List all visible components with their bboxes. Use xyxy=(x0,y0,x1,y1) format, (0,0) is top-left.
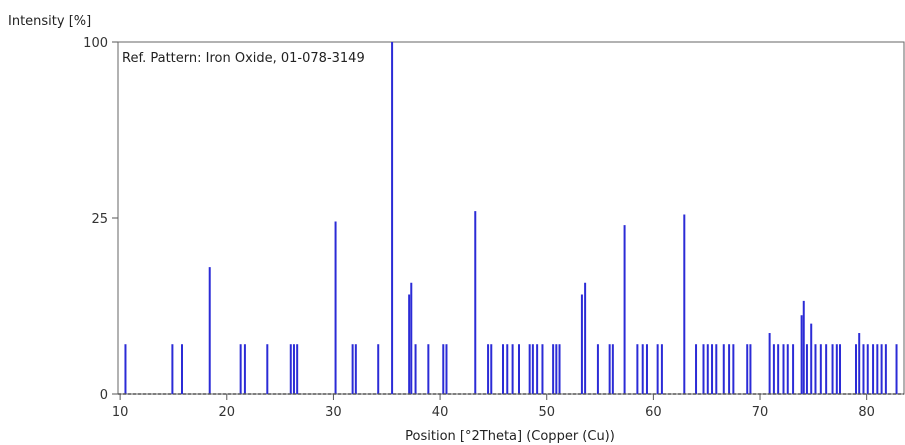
x-tick-label: 60 xyxy=(645,405,662,420)
x-tick-label: 50 xyxy=(538,405,555,420)
x-tick-label: 30 xyxy=(325,405,342,420)
x-tick-label: 70 xyxy=(752,405,769,420)
x-tick-label: 40 xyxy=(432,405,449,420)
y-tick-label: 100 xyxy=(83,36,108,51)
x-tick-label: 10 xyxy=(112,405,129,420)
peak-lines xyxy=(124,42,898,394)
y-tick-label: 25 xyxy=(91,212,108,227)
x-tick-label: 80 xyxy=(858,405,875,420)
x-axis-title: Position [°2Theta] (Copper (Cu)) xyxy=(405,429,615,444)
x-axis-ticks: 10 20 30 40 50 60 70 80 xyxy=(112,394,875,420)
reference-pattern-label: Ref. Pattern: Iron Oxide, 01-078-3149 xyxy=(122,51,365,66)
x-tick-label: 20 xyxy=(219,405,236,420)
plot-frame xyxy=(117,41,905,395)
y-axis-ticks: 0 25 100 xyxy=(83,36,118,403)
y-axis-title: Intensity [%] xyxy=(8,14,91,29)
y-tick-label: 0 xyxy=(100,388,108,403)
